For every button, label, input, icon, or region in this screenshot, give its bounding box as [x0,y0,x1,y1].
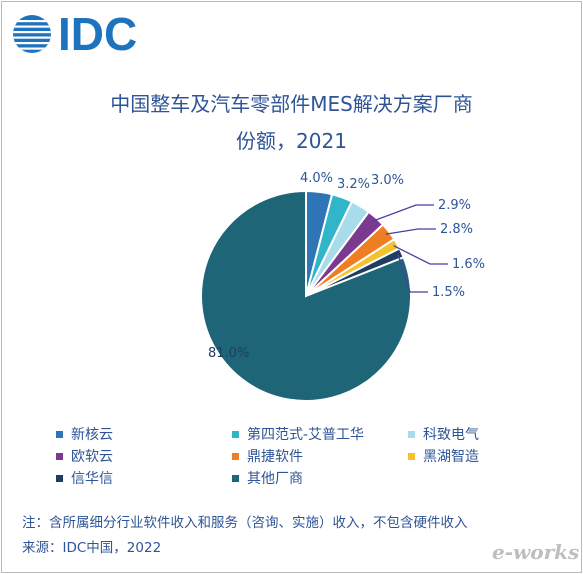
legend-item-8: 其他厂商 [232,468,408,488]
data-label-5: 2.8% [440,222,473,237]
legend-label: 第四范式-艾普工华 [247,427,365,443]
chart-legend: 新核云 第四范式-艾普工华 科致电气欧软云 鼎捷软件 黑湖智造信华信 其他厂商 [56,424,516,488]
leader-line-6 [393,245,448,265]
legend-swatch [56,474,63,482]
data-label-4: 2.9% [438,198,471,213]
legend-label: 鼎捷软件 [247,449,303,465]
legend-swatch [232,452,239,460]
legend-item-5: 鼎捷软件 [232,446,408,466]
legend-label: 科致电气 [423,427,479,443]
legend-item-7: 信华信 [56,468,232,488]
data-label-2: 3.2% [337,177,370,192]
legend-label: 信华信 [71,471,113,487]
logo-text: IDC [58,8,138,60]
pie-slice-8 [200,189,412,402]
legend-item-6: 黑湖智造 [408,446,528,466]
chart-title-line2: 份额，2021 [236,129,347,153]
chart-source: 来源：IDC中国，2022 [22,540,162,556]
legend-label: 黑湖智造 [423,449,479,465]
legend-swatch [408,430,415,438]
legend-item-4: 欧软云 [56,446,232,466]
legend-swatch [232,430,239,438]
legend-swatch [408,452,415,460]
chart-title-line1: 中国整车及汽车零部件MES解决方案厂商 [110,92,473,116]
leader-line-4 [373,204,434,222]
leader-line-5 [385,228,436,235]
legend-swatch [232,474,239,482]
leader-line-7 [397,254,428,293]
data-label-8: 81.0% [208,346,249,361]
eworks-watermark: e-works [492,540,580,564]
data-label-7: 1.5% [432,285,465,300]
legend-swatch [56,430,63,438]
legend-swatch [56,452,63,460]
legend-label: 欧软云 [71,449,113,465]
data-label-1: 4.0% [300,171,333,186]
legend-item-3: 科致电气 [408,424,528,444]
idc-logo: IDC [12,8,138,60]
data-label-3: 3.0% [371,173,404,188]
legend-item-1: 新核云 [56,424,232,444]
chart-note: 注：含所属细分行业软件收入和服务（咨询、实施）收入，不包含硬件收入 [22,515,468,531]
legend-label: 其他厂商 [247,471,303,487]
globe-icon [13,15,51,53]
legend-item-2: 第四范式-艾普工华 [232,424,408,444]
legend-label: 新核云 [71,427,113,443]
data-label-6: 1.6% [452,257,485,272]
